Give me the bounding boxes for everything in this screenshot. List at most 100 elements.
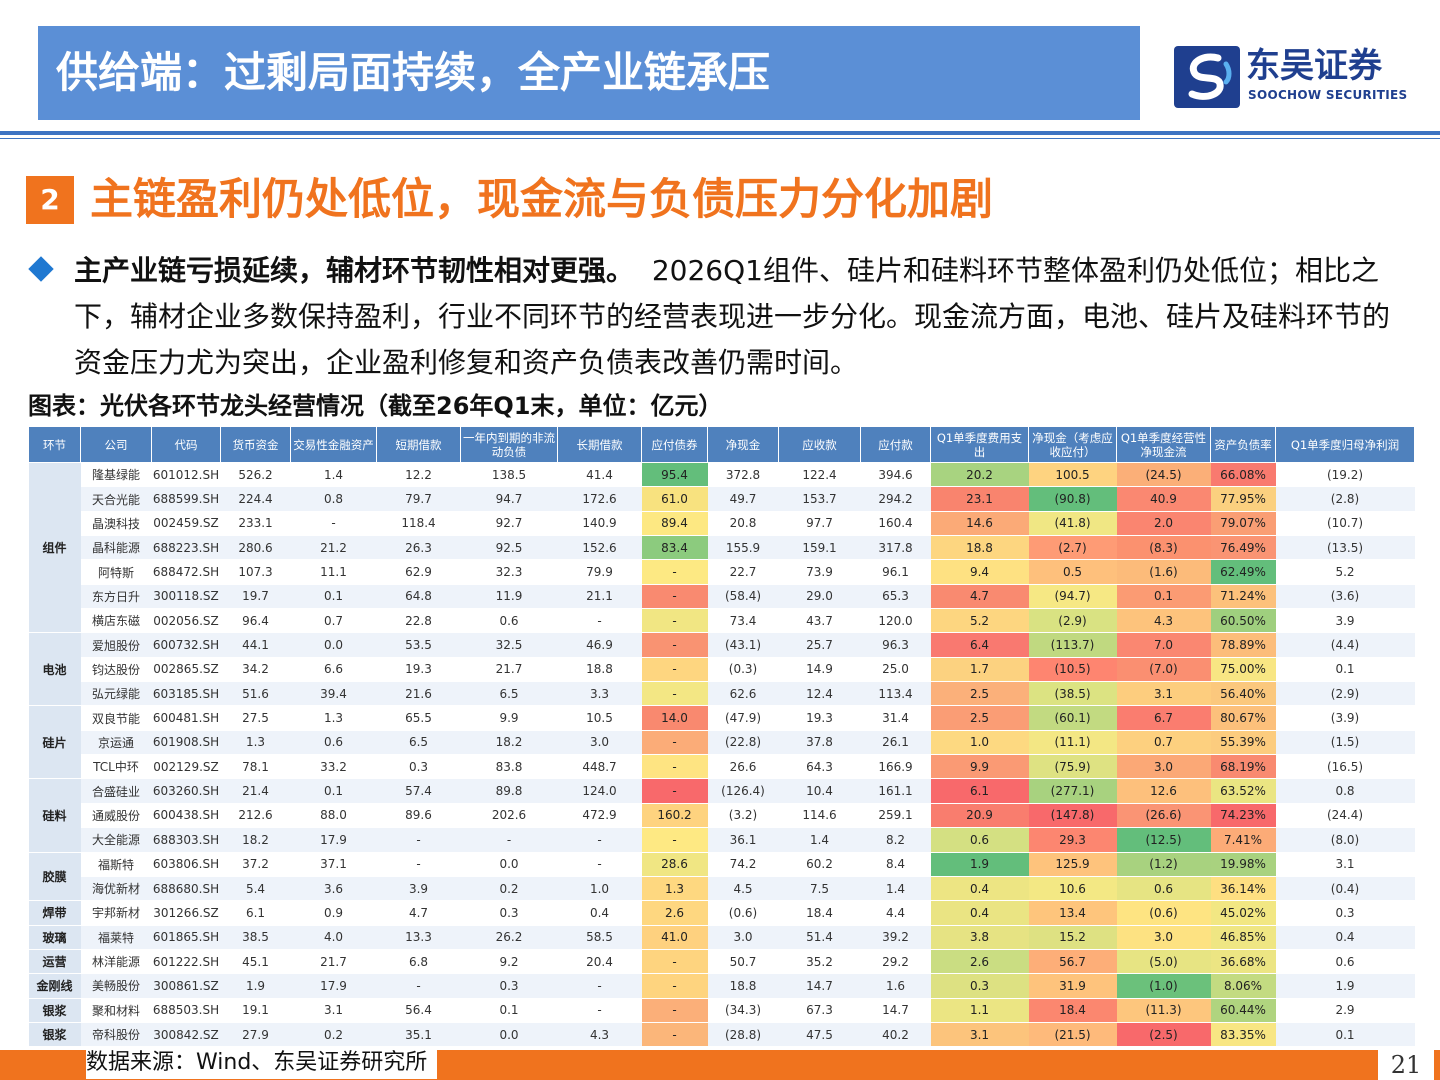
- value-cell: 11.9: [460, 584, 558, 610]
- value-cell: 6.1: [220, 900, 291, 926]
- section-title: 主链盈利仍处低位，现金流与负债压力分化加剧: [90, 175, 993, 225]
- heatmap-cell: -: [641, 973, 708, 999]
- value-cell: 138.5: [460, 462, 558, 488]
- value-cell: 33.2: [290, 754, 377, 780]
- value-cell: 0.4: [557, 900, 642, 926]
- heatmap-cell: -: [641, 657, 708, 683]
- value-cell: -: [376, 852, 461, 877]
- value-cell: 37.1: [290, 852, 377, 877]
- value-cell: 37.2: [220, 852, 291, 877]
- value-cell: 0.6: [460, 608, 558, 634]
- value-cell: (3.9): [1275, 705, 1415, 731]
- value-cell: 14.9: [778, 657, 861, 683]
- table-row: 组件 隆基绿能 601012.SH 526.2 1.4 12.2 138.5 41.4 95.4…: [28, 462, 1415, 634]
- value-cell: 233.1: [220, 511, 291, 537]
- value-cell: 0.3: [376, 754, 461, 780]
- segment-cell: 胶膜: [28, 852, 81, 902]
- company-cell: 晶澳科技: [80, 511, 152, 537]
- table-row: 晶科能源 688223.SH 280.6 21.2 26.3 92.5 152.6 83.4 1…: [29, 535, 1415, 561]
- value-cell: 0.1: [460, 998, 558, 1023]
- company-cell: 帝科股份: [80, 1022, 152, 1048]
- heatmap-cell: -: [641, 827, 708, 853]
- value-cell: 114.6: [778, 803, 861, 829]
- heatmap-cell: (41.8): [1028, 511, 1117, 537]
- value-cell: 0.9: [290, 900, 377, 926]
- code-cell: 002056.SZ: [151, 608, 221, 634]
- company-cell: 聚和材料: [80, 998, 152, 1023]
- value-cell: 3.9: [376, 876, 461, 902]
- value-cell: 10.5: [557, 705, 642, 731]
- code-cell: 688503.SH: [151, 998, 221, 1023]
- value-cell: 394.6: [860, 462, 931, 488]
- value-cell: (0.3): [707, 657, 779, 683]
- value-cell: 212.6: [220, 803, 291, 829]
- heatmap-cell: 66.08%: [1210, 462, 1276, 488]
- code-cell: 688680.SH: [151, 876, 221, 902]
- heatmap-cell: (5.0): [1116, 949, 1211, 975]
- value-cell: 17.9: [290, 827, 377, 853]
- heatmap-cell: 61.0: [641, 486, 708, 512]
- table-row: 运营 林洋能源 601222.SH 45.1 21.7 6.8 9.2 20.4-50.7 35…: [28, 949, 1415, 975]
- table-row: 硅料 合盛硅业 603260.SH 21.4 0.1 57.4 89.8 124.0- (126…: [28, 778, 1415, 853]
- value-cell: (47.9): [707, 705, 779, 731]
- value-cell: 25.0: [860, 657, 931, 683]
- value-cell: 172.6: [557, 486, 642, 512]
- value-cell: 45.1: [220, 949, 291, 975]
- data-source-note: 数据来源：Wind、东吴证券研究所: [86, 1047, 438, 1079]
- value-cell: 21.7: [460, 657, 558, 683]
- value-cell: 64.8: [376, 584, 461, 610]
- value-cell: 118.4: [376, 511, 461, 537]
- value-cell: 294.2: [860, 486, 931, 512]
- table-row: 电池 爱旭股份 600732.SH 44.1 0.0 53.5 32.5 46.9- (43.1…: [28, 632, 1415, 707]
- value-cell: 19.3: [778, 705, 861, 731]
- value-cell: 6.8: [376, 949, 461, 975]
- heatmap-cell: 55.39%: [1210, 730, 1276, 756]
- value-cell: 1.4: [290, 462, 377, 488]
- value-cell: 8.2: [860, 827, 931, 853]
- company-cell: TCL中环: [80, 754, 152, 780]
- code-cell: 688599.SH: [151, 486, 221, 512]
- value-cell: 21.6: [376, 681, 461, 707]
- value-cell: 21.2: [290, 535, 377, 561]
- company-cell: 东方日升: [80, 584, 152, 610]
- value-cell: 1.4: [860, 876, 931, 902]
- code-cell: 601908.SH: [151, 730, 221, 756]
- value-cell: 21.4: [220, 778, 291, 804]
- heatmap-cell: 0.1: [1116, 584, 1211, 610]
- title-banner: 供给端：过剩局面持续，全产业链承压: [38, 26, 1140, 120]
- table-row: TCL中环 002129.SZ 78.1 33.2 0.3 83.8 448.7-26.6 6…: [29, 754, 1415, 780]
- heatmap-cell: 89.4: [641, 511, 708, 537]
- value-cell: 5.4: [220, 876, 291, 902]
- heatmap-cell: (94.7): [1028, 584, 1117, 610]
- page-title: 供给端：过剩局面持续，全产业链承压: [56, 48, 771, 97]
- value-cell: -: [557, 608, 642, 634]
- value-cell: (8.0): [1275, 827, 1415, 853]
- value-cell: (16.5): [1275, 754, 1415, 780]
- value-cell: 3.0: [707, 925, 779, 950]
- heatmap-cell: 20.9: [930, 803, 1029, 829]
- heatmap-cell: 0.4: [930, 876, 1029, 902]
- table-row: 弘元绿能 603185.SH 51.6 39.4 21.6 6.5 3.3-62.6 12.4…: [29, 681, 1415, 707]
- value-cell: 18.2: [220, 827, 291, 853]
- heatmap-cell: 0.6: [1116, 876, 1211, 902]
- table-row: 京运通 601908.SH 1.3 0.6 6.5 18.2 3.0- (22.8) 37.8 2…: [29, 730, 1415, 756]
- heatmap-cell: 4.3: [1116, 608, 1211, 634]
- summary-lead: 主产业链亏损延续，辅材环节韧性相对更强。: [74, 254, 635, 287]
- value-cell: 0.3: [460, 973, 558, 999]
- value-cell: 0.0: [460, 852, 558, 877]
- value-cell: 12.4: [778, 681, 861, 707]
- value-cell: 97.7: [778, 511, 861, 537]
- value-cell: 17.9: [290, 973, 377, 999]
- heatmap-cell: -: [641, 632, 708, 658]
- heatmap-cell: (1.6): [1116, 559, 1211, 585]
- heatmap-cell: 6.4: [930, 632, 1029, 658]
- heatmap-cell: 80.67%: [1210, 705, 1276, 731]
- heatmap-cell: (11.3): [1116, 998, 1211, 1023]
- value-cell: 79.7: [376, 486, 461, 512]
- value-cell: 140.9: [557, 511, 642, 537]
- segment-cell: 电池: [28, 632, 81, 707]
- company-cell: 海优新材: [80, 876, 152, 902]
- column-header: 环节: [28, 426, 81, 463]
- column-header: 应付款: [860, 426, 931, 463]
- company-cell: 合盛硅业: [80, 778, 152, 804]
